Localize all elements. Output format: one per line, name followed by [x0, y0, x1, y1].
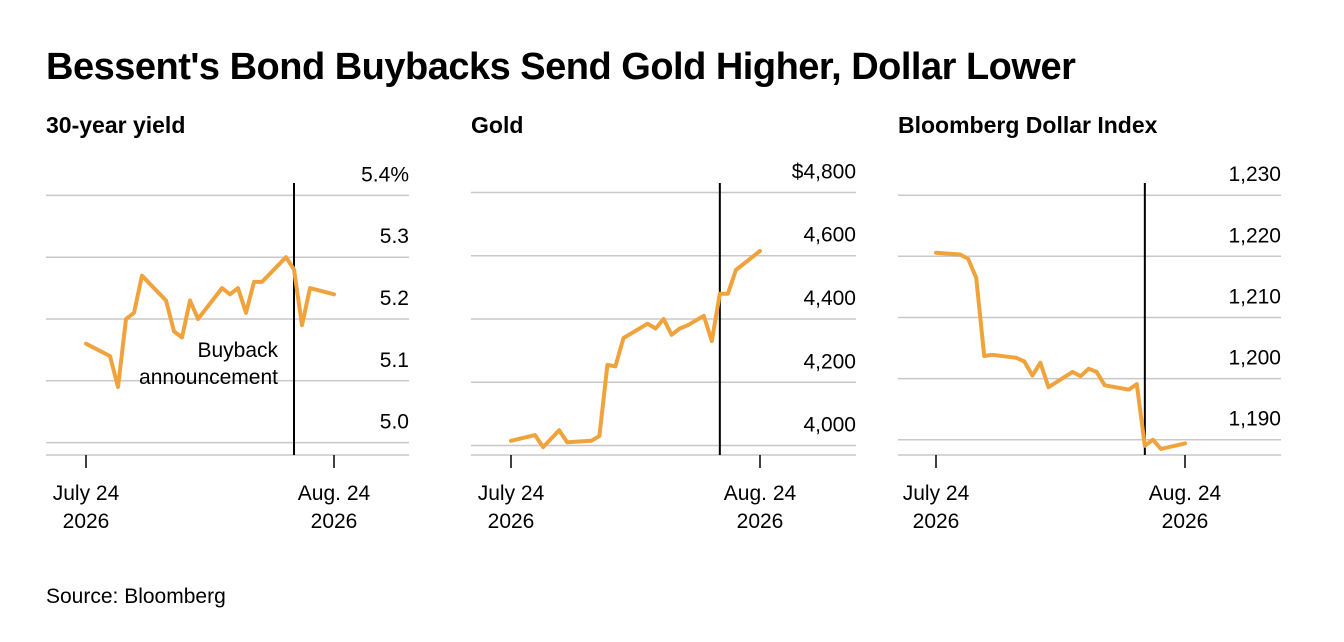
chart2-x-tick-label: July 24: [903, 482, 970, 505]
chart2-y-tick-label: 1,210: [1228, 286, 1281, 309]
chart0-x-tick-label: Aug. 24: [298, 482, 371, 505]
chart2-x-tick-label: Aug. 24: [1149, 482, 1222, 505]
chart1-x-tick-label: 2026: [488, 510, 535, 533]
chart1-series-line: [509, 249, 762, 450]
chart-title: Bessent's Bond Buybacks Send Gold Higher…: [46, 46, 1076, 88]
chart0-marker-label: announcement: [139, 366, 278, 389]
chart0-y-tick-label: 5.3: [380, 225, 409, 248]
chart1-y-tick-label: 4,200: [803, 350, 856, 373]
chart0-y-tick-label: 5.4%: [361, 163, 409, 186]
chart1-x-tick-label: Aug. 24: [724, 482, 797, 505]
chart0-x-tick-label: 2026: [311, 510, 358, 533]
chart0-series-line: [84, 255, 336, 389]
chart1-x-tick-label: July 24: [478, 482, 545, 505]
chart1-y-tick-label: $4,800: [792, 161, 856, 184]
chart2-x-tick-label: 2026: [1162, 510, 1209, 533]
chart2-y-tick-label: 1,200: [1228, 347, 1281, 370]
chart0-y-tick-label: 5.1: [380, 349, 409, 372]
chart0-y-tick-label: 5.0: [380, 411, 409, 434]
chart1-y-tick-label: 4,400: [803, 287, 856, 310]
chart2-x-tick-label: 2026: [913, 510, 960, 533]
chart0-panel-title: 30-year yield: [46, 112, 185, 138]
chart2-panel-title: Bloomberg Dollar Index: [898, 112, 1158, 138]
chart1-y-tick-label: 4,000: [803, 414, 856, 437]
chart1-x-tick-label: 2026: [737, 510, 784, 533]
chart0-x-tick-label: July 24: [53, 482, 120, 505]
chart0-marker-label: Buyback: [197, 339, 278, 362]
source-note: Source: Bloomberg: [46, 585, 226, 608]
chart2-series-line: [934, 250, 1187, 451]
chart1-panel-title: Gold: [471, 112, 523, 138]
chart2-y-tick-label: 1,230: [1228, 163, 1281, 186]
chart0-y-tick-label: 5.2: [380, 287, 409, 310]
chart1-y-tick-label: 4,600: [803, 224, 856, 247]
chart0-x-tick-label: 2026: [63, 510, 110, 533]
chart2-y-tick-label: 1,220: [1228, 224, 1281, 247]
chart2-y-tick-label: 1,190: [1228, 408, 1281, 431]
